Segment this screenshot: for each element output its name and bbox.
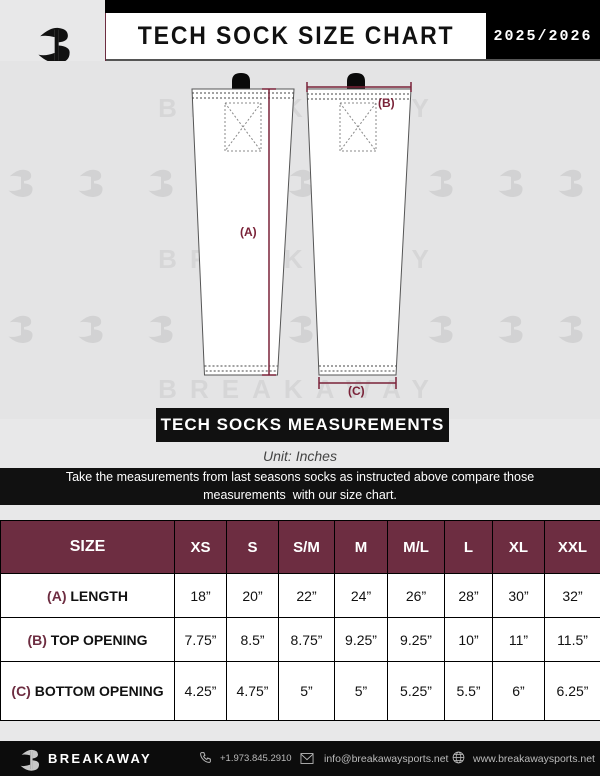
svg-text:(C): (C) <box>348 384 365 398</box>
svg-text:(B): (B) <box>378 96 395 110</box>
svg-text:(A): (A) <box>240 225 257 239</box>
